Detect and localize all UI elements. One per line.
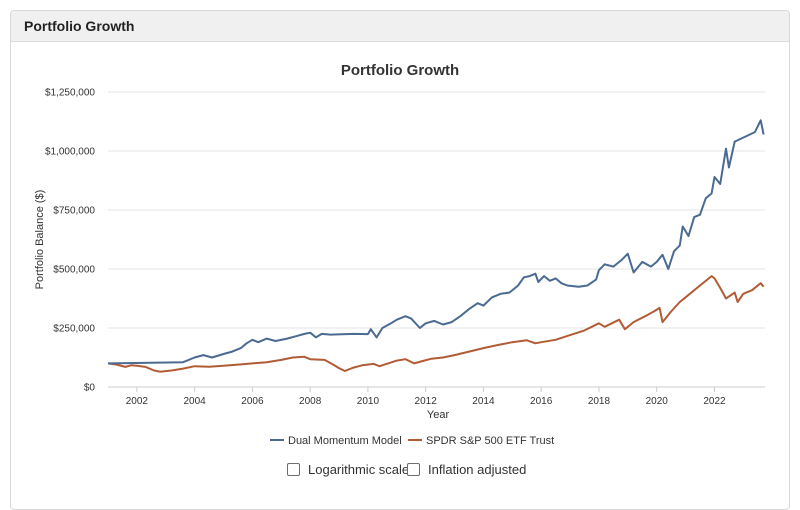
y-tick-label: $750,000 bbox=[53, 206, 95, 217]
x-tick-label: 2022 bbox=[703, 396, 726, 407]
portfolio-growth-chart: Portfolio Growth $0 $250,000 $500,000 $750,0… bbox=[34, 62, 765, 447]
x-tick-label: 2004 bbox=[184, 396, 207, 407]
chart-title: Portfolio Growth bbox=[341, 62, 459, 79]
x-tick-label: 2002 bbox=[126, 396, 149, 407]
x-tick-label: 2016 bbox=[530, 396, 553, 407]
y-tick-label: $250,000 bbox=[53, 324, 95, 335]
x-axis-label: Year bbox=[427, 409, 450, 421]
x-tick-label: 2018 bbox=[588, 396, 611, 407]
y-tick-label: $0 bbox=[84, 383, 96, 394]
inflation-adjusted-label: Inflation adjusted bbox=[428, 462, 527, 477]
inflation-adjusted-checkbox[interactable] bbox=[407, 463, 420, 476]
chart-options: Logarithmic scale Inflation adjusted bbox=[0, 462, 800, 482]
x-tick-label: 2006 bbox=[241, 396, 264, 407]
legend-item-label[interactable]: Dual Momentum Model bbox=[288, 435, 402, 447]
x-tick-label: 2008 bbox=[299, 396, 322, 407]
y-tick-label: $500,000 bbox=[53, 265, 95, 276]
panel-title: Portfolio Growth bbox=[24, 18, 135, 34]
y-tick-label: $1,000,000 bbox=[45, 147, 95, 158]
log-scale-checkbox[interactable] bbox=[287, 463, 300, 476]
legend-item-label[interactable]: SPDR S&P 500 ETF Trust bbox=[426, 435, 554, 447]
panel-header: Portfolio Growth bbox=[11, 11, 789, 42]
y-axis-label: Portfolio Balance ($) bbox=[34, 190, 46, 290]
x-tick-label: 2010 bbox=[357, 396, 380, 407]
x-tick-label: 2014 bbox=[472, 396, 495, 407]
x-tick-label: 2020 bbox=[646, 396, 669, 407]
series-line-spdr-s-p-500-etf-trust bbox=[107, 275, 765, 373]
series-line-dual-momentum-model bbox=[107, 119, 765, 365]
inflation-adjusted-option[interactable]: Inflation adjusted bbox=[407, 462, 526, 477]
log-scale-label: Logarithmic scale bbox=[308, 462, 410, 477]
log-scale-option[interactable]: Logarithmic scale bbox=[287, 462, 409, 477]
portfolio-growth-panel: Portfolio Growth bbox=[10, 10, 790, 510]
x-tick-label: 2012 bbox=[415, 396, 438, 407]
y-tick-label: $1,250,000 bbox=[45, 88, 95, 99]
